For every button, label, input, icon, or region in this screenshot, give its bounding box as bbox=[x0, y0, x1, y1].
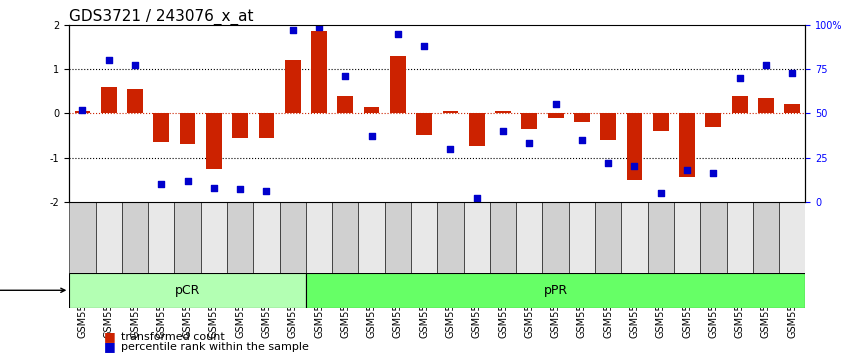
Point bbox=[312, 24, 326, 29]
FancyBboxPatch shape bbox=[280, 202, 306, 273]
Point bbox=[680, 167, 694, 173]
Bar bbox=[521, 113, 537, 129]
Bar bbox=[653, 113, 669, 131]
FancyBboxPatch shape bbox=[333, 202, 359, 273]
FancyBboxPatch shape bbox=[306, 273, 805, 308]
FancyBboxPatch shape bbox=[253, 202, 280, 273]
Point bbox=[391, 31, 404, 36]
Point bbox=[260, 188, 274, 194]
FancyBboxPatch shape bbox=[595, 202, 622, 273]
FancyBboxPatch shape bbox=[385, 202, 411, 273]
Point bbox=[286, 27, 300, 33]
FancyBboxPatch shape bbox=[516, 202, 542, 273]
Point bbox=[575, 137, 589, 143]
Bar bbox=[679, 113, 695, 177]
FancyBboxPatch shape bbox=[174, 202, 201, 273]
Bar bbox=[364, 107, 379, 113]
Bar bbox=[74, 111, 90, 113]
Point bbox=[102, 57, 116, 63]
Bar bbox=[417, 113, 432, 135]
Bar bbox=[259, 113, 275, 138]
Point bbox=[417, 43, 431, 49]
Bar bbox=[153, 113, 169, 142]
FancyBboxPatch shape bbox=[359, 202, 385, 273]
FancyBboxPatch shape bbox=[727, 202, 753, 273]
Bar bbox=[600, 113, 616, 140]
Point bbox=[207, 185, 221, 190]
FancyBboxPatch shape bbox=[95, 202, 122, 273]
FancyBboxPatch shape bbox=[148, 202, 174, 273]
Point bbox=[707, 171, 721, 176]
Point bbox=[654, 190, 668, 196]
Point bbox=[365, 133, 378, 139]
FancyBboxPatch shape bbox=[490, 202, 516, 273]
Bar bbox=[232, 113, 248, 138]
FancyBboxPatch shape bbox=[69, 202, 95, 273]
Bar bbox=[547, 113, 564, 118]
FancyBboxPatch shape bbox=[69, 273, 306, 308]
Bar bbox=[469, 113, 485, 147]
Text: disease state: disease state bbox=[0, 285, 65, 295]
Text: pPR: pPR bbox=[544, 284, 568, 297]
FancyBboxPatch shape bbox=[122, 202, 148, 273]
Bar bbox=[785, 104, 800, 113]
Point bbox=[549, 102, 563, 107]
Point bbox=[128, 63, 142, 68]
FancyBboxPatch shape bbox=[779, 202, 805, 273]
Bar bbox=[127, 89, 143, 113]
Bar bbox=[574, 113, 590, 122]
Bar bbox=[338, 96, 353, 113]
FancyBboxPatch shape bbox=[622, 202, 648, 273]
Bar bbox=[100, 87, 117, 113]
FancyBboxPatch shape bbox=[201, 202, 227, 273]
Point bbox=[496, 128, 510, 134]
Point bbox=[339, 73, 352, 79]
Point bbox=[759, 63, 772, 68]
Bar bbox=[311, 32, 326, 113]
Point bbox=[628, 164, 642, 169]
Text: ■: ■ bbox=[104, 341, 116, 353]
FancyBboxPatch shape bbox=[411, 202, 437, 273]
Bar bbox=[495, 111, 511, 113]
Bar bbox=[180, 113, 196, 144]
Point bbox=[733, 75, 746, 81]
Point bbox=[154, 181, 168, 187]
Point bbox=[522, 141, 536, 146]
FancyBboxPatch shape bbox=[463, 202, 490, 273]
Point bbox=[443, 146, 457, 152]
Point bbox=[75, 107, 89, 113]
Text: transformed count: transformed count bbox=[121, 332, 225, 342]
FancyBboxPatch shape bbox=[227, 202, 253, 273]
FancyBboxPatch shape bbox=[569, 202, 595, 273]
Text: ■: ■ bbox=[104, 330, 116, 343]
Point bbox=[233, 187, 247, 192]
Point bbox=[601, 160, 615, 166]
Text: pCR: pCR bbox=[175, 284, 200, 297]
Bar bbox=[706, 113, 721, 126]
FancyBboxPatch shape bbox=[701, 202, 727, 273]
Point bbox=[785, 70, 799, 75]
FancyBboxPatch shape bbox=[542, 202, 569, 273]
Text: GDS3721 / 243076_x_at: GDS3721 / 243076_x_at bbox=[69, 8, 254, 25]
Bar bbox=[443, 111, 458, 113]
FancyBboxPatch shape bbox=[648, 202, 674, 273]
FancyBboxPatch shape bbox=[306, 202, 333, 273]
Bar bbox=[627, 113, 643, 179]
Text: percentile rank within the sample: percentile rank within the sample bbox=[121, 342, 309, 353]
Bar bbox=[285, 60, 301, 113]
Bar bbox=[732, 96, 747, 113]
Point bbox=[181, 178, 195, 183]
Bar bbox=[390, 56, 406, 113]
Bar bbox=[206, 113, 222, 169]
FancyBboxPatch shape bbox=[753, 202, 779, 273]
Point bbox=[470, 195, 484, 201]
Bar bbox=[758, 98, 774, 113]
FancyBboxPatch shape bbox=[437, 202, 463, 273]
FancyBboxPatch shape bbox=[674, 202, 701, 273]
